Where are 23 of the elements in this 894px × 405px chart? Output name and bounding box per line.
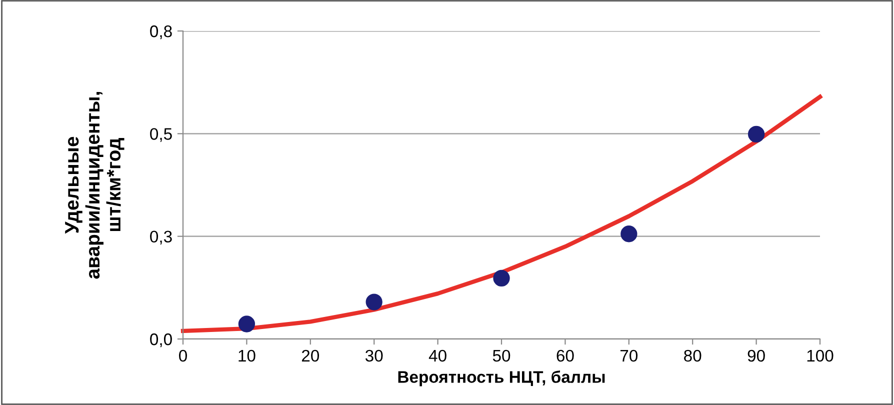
point	[748, 126, 765, 143]
x-tick-label: 20	[302, 350, 320, 362]
x-tick-label: 50	[492, 350, 510, 362]
x-tick-label: 70	[620, 350, 638, 362]
x-tick-label: 90	[748, 350, 765, 362]
point	[238, 316, 256, 332]
y-axis-title: Удельные аварии/инциденты, шт/км*год	[65, 92, 124, 279]
x-tick-label: 10	[238, 350, 256, 362]
y-tick-label: 0,8	[150, 25, 172, 40]
point	[620, 226, 638, 242]
point	[493, 270, 510, 287]
y-tick-label: 0,0	[150, 333, 172, 348]
x-tick-label: 60	[556, 350, 574, 362]
x-tick-label: 30	[365, 350, 383, 362]
x-tick-label: 0	[179, 350, 187, 362]
x-axis-title: Вероятность НЦТ, баллы	[398, 370, 605, 386]
point	[366, 294, 382, 310]
y-tick-label: 0,3	[150, 230, 172, 244]
line-series	[180, 94, 822, 333]
x-tick-label: 40	[428, 350, 446, 362]
x-tick-label: 80	[684, 350, 702, 362]
x-tick-label: 100	[807, 350, 834, 362]
y-tick-label: 0,5	[150, 128, 172, 142]
